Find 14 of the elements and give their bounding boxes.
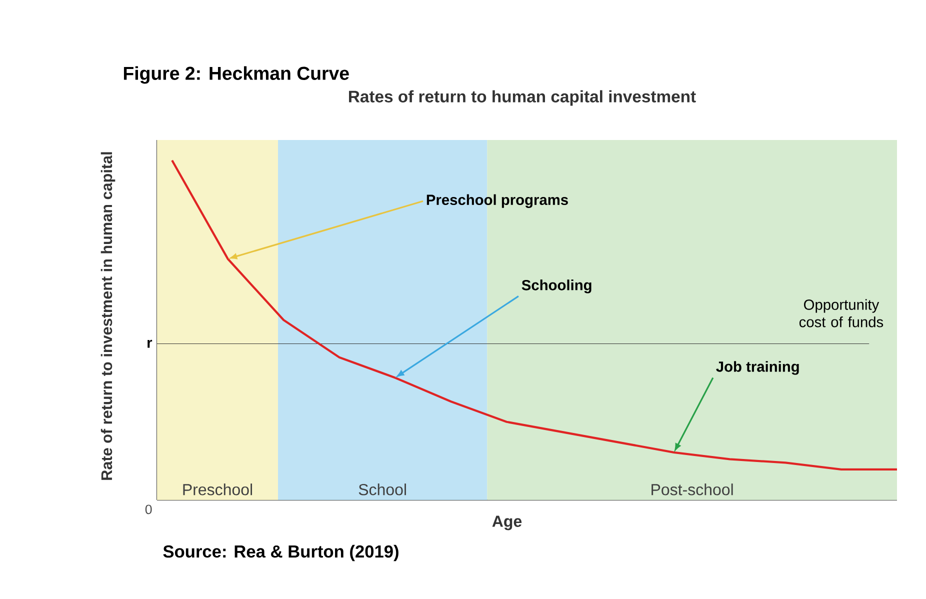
- annotation: Preschool: [183, 484, 252, 496]
- annotation: Preschool programs: [426, 194, 568, 208]
- annotation: School: [358, 484, 406, 496]
- chart-subtitle: Rates of return to human capital investment: [349, 90, 696, 106]
- x-axis-title: Age: [492, 516, 522, 530]
- annotation: Post-school: [652, 484, 733, 496]
- annotation: Job training: [716, 361, 799, 375]
- source-note: Source: Rea & Burton (2019): [163, 544, 398, 562]
- y-axis-title: Rate of return to investment in human capital: [100, 152, 116, 480]
- text: 0: [145, 504, 152, 514]
- annotation: Schooling: [522, 280, 592, 294]
- chart-title: Figure 2: Heckman Curve: [124, 66, 349, 84]
- annotation: Opportunity cost of funds: [799, 299, 884, 328]
- ref-line-label: r: [148, 340, 152, 348]
